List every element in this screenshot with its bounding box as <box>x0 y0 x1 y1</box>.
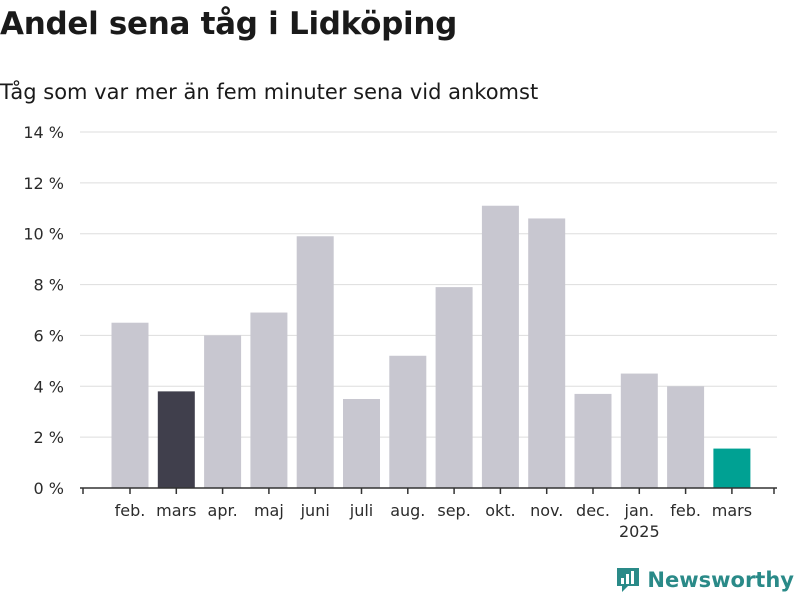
bar <box>667 386 705 488</box>
brand-logo: Newsworthy <box>615 566 794 594</box>
x-tick-label: mars <box>156 501 196 520</box>
x-tick-label: juni <box>300 501 330 520</box>
x-tick-label: dec. <box>576 501 610 520</box>
y-tick-label: 10 % <box>23 225 64 244</box>
x-tick-label: feb. <box>115 501 146 520</box>
y-tick-label: 14 % <box>23 123 64 142</box>
x-tick-label: sep. <box>437 501 470 520</box>
y-tick-label: 2 % <box>34 428 64 447</box>
gridlines <box>80 131 777 438</box>
newsworthy-logo-icon <box>617 568 640 592</box>
x-tick-label: mars <box>712 501 752 520</box>
x-tick-label: feb. <box>670 501 701 520</box>
x-tick-label: apr. <box>208 501 238 520</box>
y-tick-label: 0 % <box>34 479 64 498</box>
bar <box>481 205 519 488</box>
y-tick-label: 4 % <box>34 377 64 396</box>
chart-subtitle: Tåg som var mer än fem minuter sena vid … <box>0 80 539 104</box>
x-tick-label: jan. <box>624 501 654 520</box>
x-axis-tick-labels: feb. mars apr. maj juni juli aug. sep. okt. nov. d… <box>115 501 752 541</box>
y-tick-label: 6 % <box>34 326 64 345</box>
y-axis-tick-labels: 0 % 2 % 4 % 6 % 8 % 10 % 12 % 14 % <box>23 123 64 498</box>
bar <box>204 335 242 488</box>
y-tick-label: 8 % <box>34 276 64 295</box>
bars <box>111 205 751 488</box>
bar <box>111 322 149 488</box>
bar <box>574 393 612 488</box>
x-tick-label: maj <box>254 501 284 520</box>
bar <box>343 399 380 488</box>
y-tick-label: 12 % <box>23 174 64 193</box>
brand-name: Newsworthy <box>647 568 794 592</box>
bar <box>620 373 658 488</box>
x-tick-label: aug. <box>390 501 425 520</box>
bar <box>296 236 334 488</box>
chart-title: Andel sena tåg i Lidköping <box>0 6 458 42</box>
bar <box>389 355 427 488</box>
x-tick-label: nov. <box>530 501 563 520</box>
bar <box>435 287 473 488</box>
x-tick-label: okt. <box>485 501 515 520</box>
bar <box>713 448 751 488</box>
x-axis <box>80 487 777 494</box>
bar <box>528 218 566 488</box>
bar <box>157 391 195 488</box>
x-year-label: 2025 <box>619 522 660 541</box>
x-tick-label: juli <box>349 501 373 520</box>
bar <box>250 312 288 488</box>
